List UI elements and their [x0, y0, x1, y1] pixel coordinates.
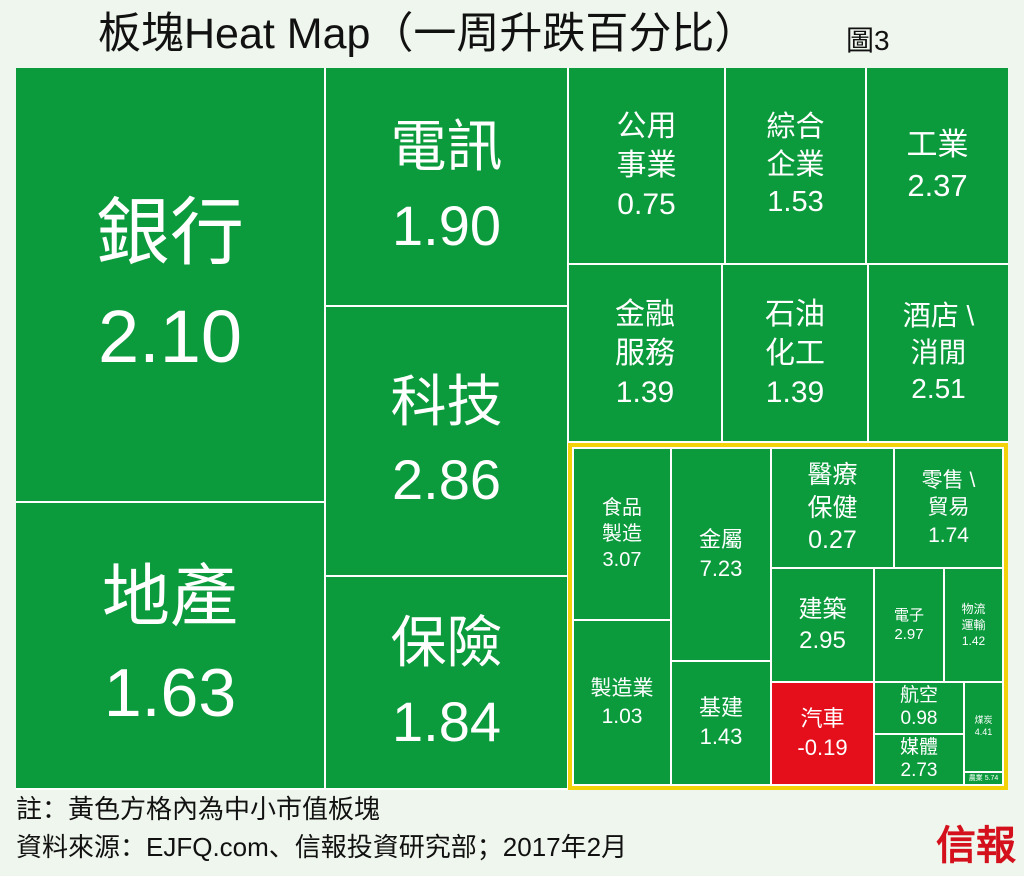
brand-logo: 信報	[936, 822, 1016, 869]
tile-label: 保險	[390, 611, 503, 675]
tile-food-manufacturing: 食品 製造 3.07	[574, 449, 670, 619]
treemap: 銀行 2.10 地產 1.63 電訊 1.90 科技 2.86 保險 1.84 …	[16, 68, 1008, 790]
tile-aviation: 航空 0.98	[875, 683, 963, 733]
tile-banking: 銀行 2.10	[16, 68, 324, 501]
tile-value: 1.84	[392, 689, 501, 753]
tile-value: 1.03	[601, 704, 643, 728]
tile-healthcare: 醫療 保健 0.27	[772, 449, 893, 567]
tile-label: 綜合 企業	[766, 110, 825, 181]
tile-telecom: 電訊 1.90	[326, 68, 567, 305]
tile-value: 1.39	[615, 375, 675, 409]
tile-value: 2.86	[392, 448, 501, 511]
tile-label: 電訊	[390, 115, 503, 179]
tile-value: 0.98	[900, 708, 938, 729]
tile-electronics: 電子 2.97	[875, 569, 943, 681]
figure-label: 圖3	[846, 25, 890, 56]
tile-value: 1.39	[765, 375, 825, 409]
tile-financial-services: 金融 服務 1.39	[569, 265, 721, 441]
tile-retail-trade: 零售 \ 貿易 1.74	[895, 449, 1002, 567]
tile-label: 零售 \ 貿易	[921, 469, 976, 520]
tile-label: 物流 運輸	[961, 601, 986, 632]
tile-value: 1.74	[928, 523, 969, 547]
tile-label: 地產	[101, 559, 238, 636]
tile-value: 2.97	[894, 626, 924, 643]
tile-value: 1.42	[961, 634, 986, 649]
tile-label: 食品 製造	[602, 497, 642, 545]
tile-value: -0.19	[797, 734, 848, 760]
tile-utilities: 公用 事業 0.75	[569, 68, 724, 263]
tile-insurance: 保險 1.84	[326, 577, 567, 788]
tile-value: 2.37	[907, 167, 968, 203]
tile-value: 2.95	[799, 627, 846, 654]
tile-logistics-transport: 物流 運輸 1.42	[945, 569, 1002, 681]
tile-manufacturing: 製造業 1.03	[574, 621, 670, 784]
tile-value: 1.90	[392, 193, 501, 257]
tile-label: 電子	[893, 606, 924, 624]
tile-value: 7.23	[699, 555, 743, 581]
tile-value: 5.74	[984, 775, 999, 782]
tile-label: 基建	[698, 695, 743, 721]
chart-title: 板塊Heat Map（一周升跌百分比）	[98, 10, 758, 58]
tile-property: 地產 1.63	[16, 503, 324, 788]
tile-label: 酒店 \ 消閒	[902, 300, 975, 368]
tile-label: 製造業	[590, 677, 654, 701]
tile-conglomerates: 綜合 企業 1.53	[726, 68, 865, 263]
tile-label: 航空	[899, 685, 938, 707]
tile-label: 金屬	[698, 526, 743, 552]
tile-value: 1.63	[103, 654, 237, 731]
tile-label: 科技	[390, 369, 503, 433]
tile-construction: 建築 2.95	[772, 569, 873, 681]
tile-value: 1.43	[699, 724, 743, 749]
tile-value: 3.07	[602, 549, 642, 571]
small-mid-cap-frame	[568, 443, 1008, 790]
tile-automobiles: 汽車 -0.19	[772, 683, 873, 784]
tile-label: 煤炭	[974, 715, 993, 726]
source-note: 資料來源：EJFQ.com、信報投資研究部；2017年2月	[16, 832, 628, 862]
tile-value: 0.27	[808, 526, 857, 555]
tile-label: 汽車	[800, 705, 845, 731]
tile-label: 金融 服務	[615, 297, 675, 370]
tile-hotels-leisure: 酒店 \ 消閒 2.51	[869, 265, 1008, 441]
tile-technology: 科技 2.86	[326, 307, 567, 575]
tile-coal: 煤炭 4.41	[965, 683, 1002, 771]
tile-value: 0.75	[617, 188, 676, 221]
tile-label: 石油 化工	[765, 297, 825, 370]
tile-label: 銀行	[96, 190, 244, 274]
tile-label: 農業	[968, 775, 983, 782]
tile-industrials: 工業 2.37	[867, 68, 1008, 263]
tile-value: 4.41	[974, 727, 993, 737]
tile-value: 1.53	[767, 186, 824, 219]
tile-label: 醫療 保健	[807, 461, 858, 522]
tile-label: 工業	[906, 127, 969, 163]
tile-metals: 金屬 7.23	[672, 449, 770, 660]
tile-petrochemicals: 石油 化工 1.39	[723, 265, 867, 441]
tile-value: 2.51	[911, 373, 966, 405]
tile-label: 媒體	[899, 736, 938, 758]
footnote: 註：黃色方格內為中小市值板塊	[16, 794, 381, 824]
tile-value: 2.73	[900, 759, 938, 781]
tile-media: 媒體 2.73	[875, 735, 963, 784]
tile-infrastructure: 基建 1.43	[672, 662, 770, 784]
tile-label: 公用 事業	[616, 110, 677, 182]
tile-value: 2.10	[97, 294, 243, 378]
tile-agriculture: 農業 5.74	[965, 773, 1002, 784]
tile-label: 建築	[798, 595, 847, 623]
